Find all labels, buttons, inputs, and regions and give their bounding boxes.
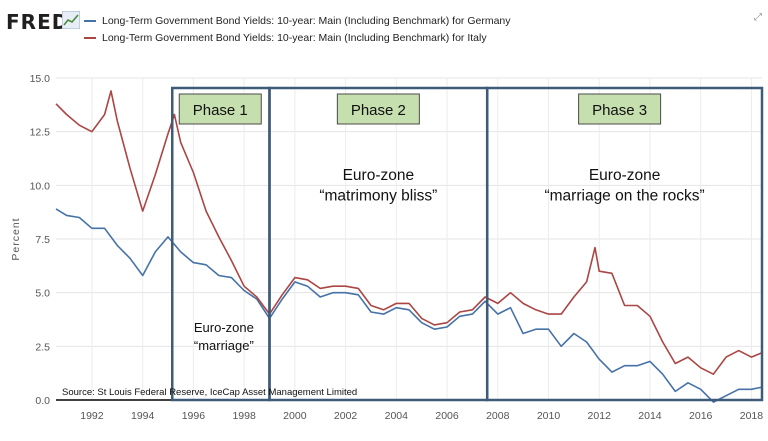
- x-tick-label: 2004: [385, 410, 409, 422]
- phase-tag: [178, 93, 262, 125]
- series-line-italy: [55, 90, 763, 376]
- source-note: Source: St Louis Federal Reserve, IceCap…: [62, 387, 357, 398]
- phase-label: Phase 3: [592, 102, 647, 119]
- x-tick-label: 2008: [486, 410, 510, 422]
- legend-swatch-italy: [84, 36, 96, 39]
- y-axis-label: Percent: [10, 217, 22, 260]
- phase-tag: [578, 93, 662, 125]
- euro-zone-annotation: Euro-zone: [589, 167, 661, 184]
- euro-zone-annotation: “marriage”: [194, 338, 254, 353]
- legend-label-italy: Long-Term Government Bond Yields: 10-yea…: [102, 31, 487, 44]
- expand-icon[interactable]: ⤢: [754, 12, 762, 23]
- chart-line-icon: [62, 11, 80, 29]
- chart-legend: Long-Term Government Bond Yields: 10-yea…: [84, 12, 511, 46]
- legend-item-italy[interactable]: Long-Term Government Bond Yields: 10-yea…: [84, 29, 511, 46]
- y-tick-label: 5.0: [35, 288, 50, 300]
- x-tick-label: 1998: [232, 410, 256, 422]
- y-tick-label: 2.5: [35, 341, 50, 353]
- y-tick-label: 0.0: [35, 395, 50, 407]
- x-tick-label: 2000: [283, 410, 307, 422]
- phase-label: Phase 1: [193, 102, 248, 119]
- y-tick-label: 7.5: [35, 234, 50, 246]
- x-tick-label: 2016: [689, 410, 713, 422]
- x-tick-label: 2002: [334, 410, 358, 422]
- x-tick-label: 2018: [740, 410, 764, 422]
- phase-box: [485, 86, 764, 402]
- y-tick-label: 10.0: [30, 180, 51, 192]
- legend-label-germany: Long-Term Government Bond Yields: 10-yea…: [102, 14, 511, 27]
- euro-zone-annotation: “marriage on the rocks”: [544, 188, 704, 205]
- fred-logo: FRED: [6, 10, 70, 34]
- y-tick-label: 12.5: [30, 127, 51, 139]
- phase-tag: [336, 93, 420, 125]
- x-tick-label: 1996: [182, 410, 206, 422]
- x-tick-label: 1992: [80, 410, 104, 422]
- x-tick-label: 2010: [537, 410, 561, 422]
- euro-zone-annotation: Euro-zone: [343, 167, 415, 184]
- x-tick-label: 2012: [588, 410, 612, 422]
- x-tick-label: 2014: [638, 410, 662, 422]
- x-tick-label: 2006: [435, 410, 459, 422]
- euro-zone-annotation: Euro-zone: [194, 320, 254, 335]
- phase-label: Phase 2: [351, 102, 406, 119]
- euro-zone-annotation: “matrimony bliss”: [319, 188, 437, 205]
- legend-swatch-germany: [84, 19, 96, 22]
- y-tick-label: 15.0: [30, 73, 51, 85]
- line-chart: 0.0 2.5 5.0 7.5 10.0 12.5 15.0 1992 1994 1996 1998…: [10, 73, 764, 422]
- legend-item-germany[interactable]: Long-Term Government Bond Yields: 10-yea…: [84, 12, 511, 29]
- x-tick-label: 1994: [131, 410, 155, 422]
